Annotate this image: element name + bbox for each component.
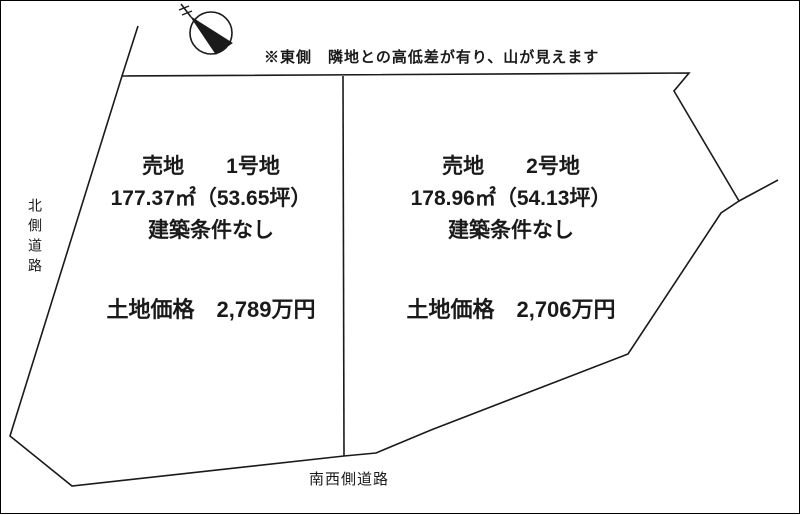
plot-1-building-condition: 建築条件なし <box>148 219 274 242</box>
plot-1-price: 土地価格 2,789万円 <box>106 297 316 322</box>
plot-2-building-condition: 建築条件なし <box>448 219 574 242</box>
southwest-road-label: 南西側道路 <box>309 471 390 488</box>
plot-1-info: 売地 1号地 177.37㎡（53.65坪） 建築条件なし 土地価格 2,789… <box>56 151 366 323</box>
plot-2-title: 売地 2号地 <box>442 155 580 178</box>
lot-outline <box>9 72 741 487</box>
plot-2-price: 土地価格 2,706万円 <box>406 297 616 322</box>
plot-2-area: 178.96㎡（54.13坪） <box>410 187 612 210</box>
plot-1-area: 177.37㎡（53.65坪） <box>110 187 312 210</box>
north-road-label: 北側道路 <box>27 198 43 278</box>
plot-2-info: 売地 2号地 178.96㎡（54.13坪） 建築条件なし 土地価格 2,706… <box>356 151 666 323</box>
plot-1-title: 売地 1号地 <box>142 155 280 178</box>
left-boundary-extension-line <box>121 25 139 77</box>
right-boundary-extension-line <box>738 179 779 202</box>
north-arrow-icon <box>178 3 233 55</box>
east-side-note: ※東側 隣地との高低差が有り、山が見えます <box>264 49 600 66</box>
plot-divider-line <box>342 75 345 457</box>
